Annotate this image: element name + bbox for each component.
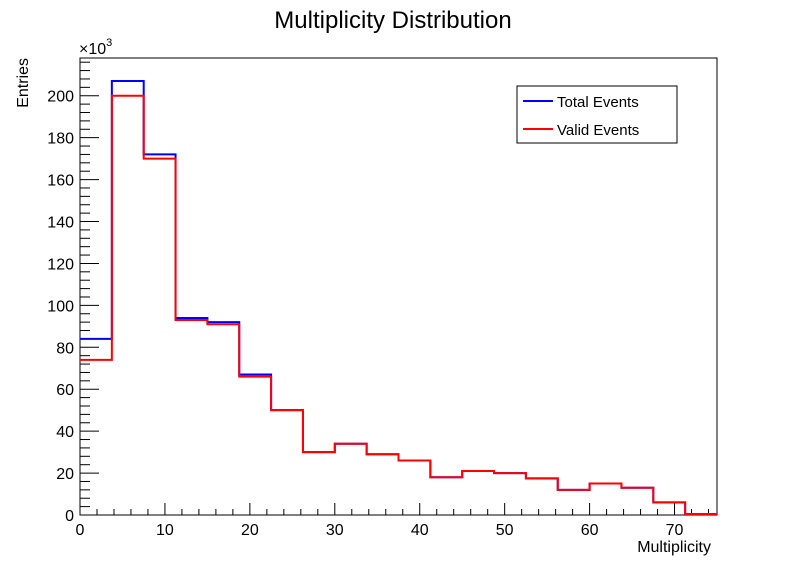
- y-multiplier-base: ×10: [79, 41, 106, 58]
- x-tick-label: 0: [76, 522, 85, 539]
- y-tick-label: 20: [56, 466, 74, 483]
- legend: Total Events Valid Events: [516, 85, 678, 144]
- y-tick-label: 180: [47, 131, 74, 148]
- x-tick-label: 30: [326, 522, 344, 539]
- series-line-valid-events: [80, 94, 717, 515]
- x-axis-label: Multiplicity: [637, 539, 711, 556]
- chart-title: Multiplicity Distribution: [274, 7, 511, 34]
- y-tick-label: 100: [47, 298, 74, 315]
- y-tick-label: 200: [47, 89, 74, 106]
- legend-label-total-events: Total Events: [557, 94, 639, 111]
- y-tick-label: 40: [56, 424, 74, 441]
- y-tick-label: 60: [56, 382, 74, 399]
- legend-label-valid-events: Valid Events: [557, 122, 639, 139]
- y-tick-label: 160: [47, 173, 74, 190]
- x-axis-ticks: 0 10 20 30 40 50 60 70: [76, 503, 710, 539]
- y-axis-label: Entries: [15, 58, 32, 108]
- y-tick-label: 140: [47, 215, 74, 232]
- x-tick-label: 20: [241, 522, 259, 539]
- x-tick-label: 10: [156, 522, 174, 539]
- legend-box: [516, 85, 678, 144]
- y-tick-label: 0: [65, 508, 74, 525]
- y-tick-label: 80: [56, 340, 74, 357]
- x-tick-label: 50: [496, 522, 514, 539]
- y-axis-ticks: 0 20 40 60 80 100 120 140 160 180 200: [47, 61, 99, 525]
- x-tick-label: 40: [411, 522, 429, 539]
- y-multiplier-exponent: 3: [106, 37, 112, 49]
- plot-frame: [79, 57, 718, 516]
- series-layer: [80, 80, 717, 515]
- y-tick-label: 120: [47, 256, 74, 273]
- x-tick-label: 60: [581, 522, 599, 539]
- y-multiplier-label: ×103: [79, 37, 112, 58]
- x-tick-label: 70: [666, 522, 684, 539]
